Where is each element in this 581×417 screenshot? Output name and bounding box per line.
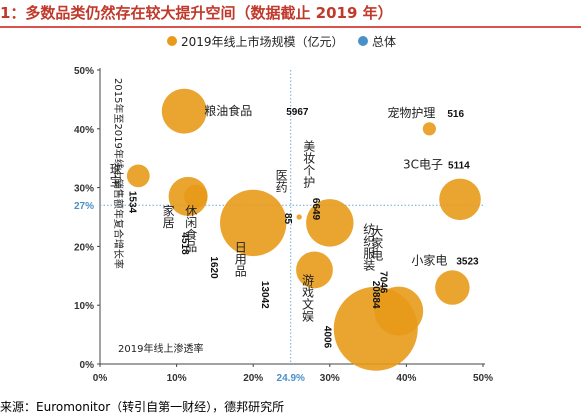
bubble-point (126, 164, 150, 188)
bubble-point (374, 286, 424, 336)
bubble-point (220, 189, 287, 257)
legend-label-overall: 总体 (372, 35, 396, 49)
chart-axes: 0% 10% 20% 30% 40% 50% 0% 10% 20% 30% 40% 50% (74, 66, 493, 384)
overall-y-label: 27% (74, 201, 94, 212)
bubble-value-label: 5114 (448, 160, 470, 171)
bubble-value-label: 1534 (126, 191, 137, 214)
overall-x-label: 24.9% (277, 373, 305, 384)
bubble-name-label: 医药 (274, 169, 288, 193)
x-tick-label: 0% (93, 373, 108, 384)
scatter-chart: 2019年线上市场规模（亿元） 总体 0% 10% 20% 30% 40% 50% 0% 10… (74, 34, 493, 384)
source-note: 来源：Euromonitor（转引自第一财经），德邦研究所 (0, 400, 285, 414)
bubble-point (422, 122, 436, 136)
y-tick-label: 10% (74, 301, 94, 312)
bubble-value-label: 7046 (378, 271, 389, 294)
bubble-name-label: 3C电子 (403, 157, 443, 171)
bubble-value-label: 85 (282, 213, 293, 225)
x-axis-label: 2019年线上渗透率 (118, 342, 203, 355)
y-tick-label: 30% (74, 184, 94, 195)
bubble-name-label: 休闲食品 (184, 204, 198, 252)
page-title: 1：多数品类仍然存在较大提升空间（数据截止 2019 年） (0, 0, 581, 28)
y-tick-label: 50% (74, 66, 94, 77)
x-tick-label: 10% (167, 373, 187, 384)
bubble-point (161, 88, 207, 134)
bubble-point (184, 184, 208, 209)
bubble-name-label: 美妆个护 (302, 139, 316, 187)
y-tick-label: 20% (74, 242, 94, 253)
bubble-name-label: 大家电 (370, 225, 384, 261)
bubble-name-label: 游戏文娱 (300, 273, 314, 322)
bubble-value-label: 6649 (310, 198, 321, 221)
bubble-name-label: 宠物护理 (387, 105, 435, 120)
overall-reference-lines: 24.9% 27% (74, 70, 483, 384)
bubble-value-label: 20884 (370, 281, 381, 309)
bubble-value-label: 4006 (321, 326, 332, 349)
bubble-value-label: 13042 (259, 281, 270, 309)
y-tick-label: 40% (74, 125, 94, 136)
bubble-point (435, 270, 470, 305)
legend: 2019年线上市场规模（亿元） 总体 (167, 34, 396, 49)
bubbles (126, 88, 481, 371)
bubble-point (296, 214, 302, 220)
bubble-value-label: 516 (447, 109, 464, 120)
bubble-point (306, 199, 354, 247)
bubble-value-label: 4518 (179, 232, 190, 255)
bubble-name-label: 珠宝 (108, 162, 122, 186)
bubble-value-label: 5967 (286, 107, 309, 118)
legend-blue-dot-icon (358, 36, 368, 46)
x-tick-label: 40% (396, 373, 416, 384)
y-axis-label: 2015年至2019年线上销售额年复合增长率 (112, 78, 125, 269)
bubble-point (439, 178, 481, 221)
bubble-name-label: 日用品 (233, 241, 247, 277)
bubble-value-label: 3523 (456, 257, 479, 268)
y-tick-label: 0% (80, 360, 95, 371)
bubble-value-label: 1620 (208, 256, 219, 279)
x-tick-label: 50% (473, 373, 493, 384)
x-tick-label: 20% (243, 373, 263, 384)
bubble-name-label: 纺织服装 (362, 222, 376, 271)
legend-orange-dot-icon (167, 36, 177, 46)
bubble-name-label: 家居 (161, 203, 175, 229)
legend-label-market-size: 2019年线上市场规模（亿元） (181, 34, 344, 49)
bubble-point (296, 251, 333, 289)
bubble-name-label: 粮油食品 (204, 103, 252, 118)
bubble-name-label: 小家电 (411, 253, 447, 268)
x-tick-label: 30% (320, 373, 340, 384)
